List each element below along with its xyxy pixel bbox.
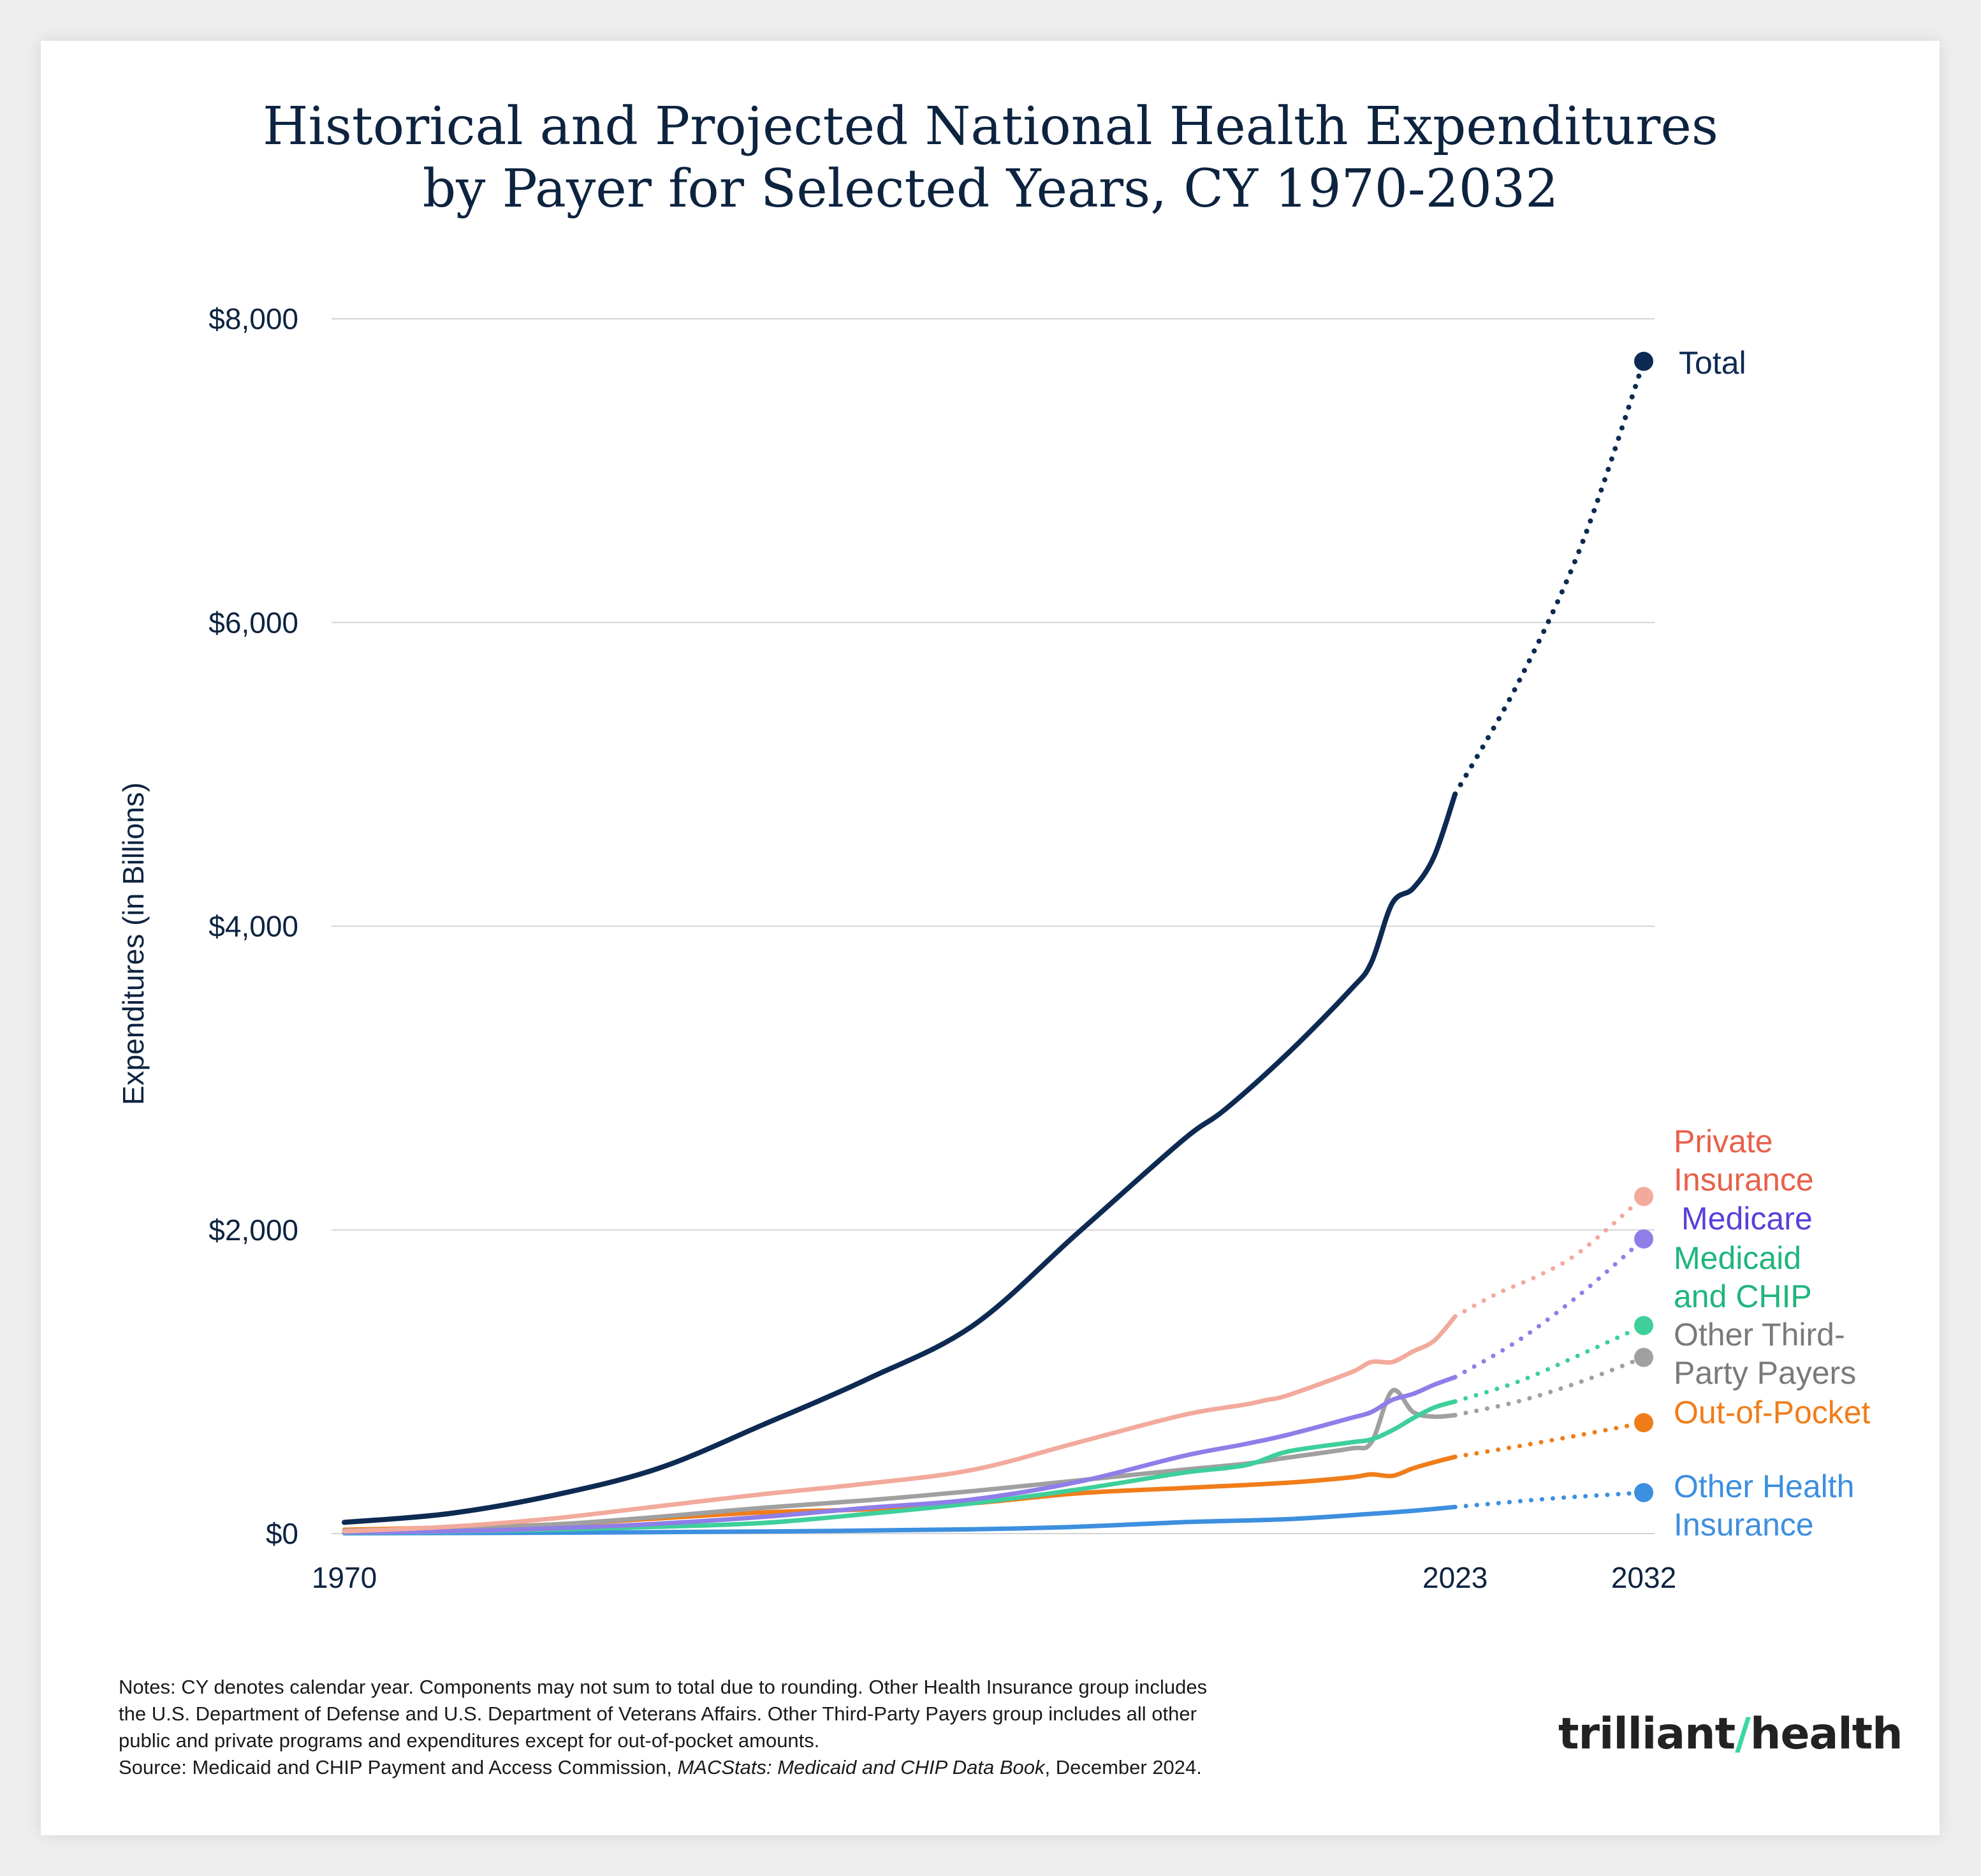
source-title: MACStats: Medicaid and CHIP Data Book [677,1756,1045,1778]
logo-part-1: trilliant [1558,1709,1736,1759]
medicare-label: Medicare [1681,1201,1813,1236]
series-labels: Other HealthInsuranceOut-of-PocketOther … [1674,345,1871,1543]
y-tick-label: $4,000 [208,910,298,943]
medicaid-and-chip-endpoint [1634,1315,1653,1335]
other-third-party-payers-projected-line [1452,1355,1646,1418]
total-projected-line [1452,358,1646,797]
chart-title: Historical and Projected National Health… [0,96,1981,221]
y-tick-label: $8,000 [208,302,298,335]
x-tick-label: 2023 [1422,1561,1488,1594]
private-insurance-label: Insurance [1674,1162,1814,1198]
x-tick-label: 2032 [1611,1561,1676,1594]
private-insurance-projected-line [1452,1194,1646,1319]
source-suffix: , December 2024. [1044,1756,1202,1778]
out-of-pocket-projected-line [1452,1420,1646,1460]
chart-card [41,41,1940,1835]
other-third-party-payers-label: Other Third- [1674,1317,1845,1352]
medicaid-and-chip-historical-line [342,1399,1458,1535]
medicaid-and-chip-label: Medicaid [1674,1240,1801,1276]
out-of-pocket-label: Out-of-Pocket [1674,1395,1871,1430]
medicaid-and-chip-label: and CHIP [1674,1279,1812,1314]
private-insurance-endpoint [1634,1187,1653,1206]
other-third-party-payers-label: Party Payers [1674,1355,1856,1391]
logo-slash-icon: / [1735,1709,1751,1759]
y-tick-label: $0 [266,1517,298,1550]
total-label: Total [1679,345,1746,381]
logo-part-2: health [1750,1709,1903,1759]
chart-notes: Notes: CY denotes calendar year. Compone… [119,1674,1521,1781]
other-health-insurance-projected-line [1452,1490,1646,1509]
y-axis-ticks: $0 $2,000 $4,000 $6,000 $8,000 [208,302,298,1550]
notes-line-3: public and private programs and expendit… [119,1729,820,1752]
medicare-historical-line [342,1375,1458,1535]
title-line-1: Historical and Projected National Health… [263,96,1718,157]
total-historical-line [342,791,1458,1525]
medicare-projected-line [1452,1236,1646,1380]
private-insurance-label: Private [1674,1124,1773,1159]
notes-line-1: Notes: CY denotes calendar year. Compone… [119,1676,1208,1698]
other-third-party-payers-endpoint [1634,1347,1653,1367]
medicare-endpoint [1634,1229,1653,1249]
gridlines [332,318,1655,1534]
other-health-insurance-label: Other Health [1674,1469,1854,1504]
private-insurance-historical-line [342,1314,1458,1534]
y-tick-label: $2,000 [208,1213,298,1247]
other-health-insurance-label: Insurance [1674,1507,1814,1543]
notes-line-2: the U.S. Department of Defense and U.S. … [119,1703,1197,1725]
source-prefix: Source: Medicaid and CHIP Payment and Ac… [119,1756,678,1778]
out-of-pocket-endpoint [1634,1413,1653,1433]
y-tick-label: $6,000 [208,606,298,639]
title-line-2: by Payer for Selected Years, CY 1970-203… [422,159,1559,219]
y-axis-label: Expenditures (in Billions) [117,782,150,1105]
brand-logo: trilliant/health [1558,1709,1903,1759]
x-tick-label: 1970 [312,1561,377,1594]
other-health-insurance-endpoint [1634,1483,1653,1502]
total-endpoint [1634,351,1653,371]
other-health-insurance-historical-line [342,1504,1458,1535]
source-line: Source: Medicaid and CHIP Payment and Ac… [119,1754,1521,1781]
series-lines [342,351,1653,1535]
medicaid-and-chip-projected-line [1452,1323,1646,1404]
x-axis-ticks: 1970 2023 2032 [312,1561,1676,1594]
